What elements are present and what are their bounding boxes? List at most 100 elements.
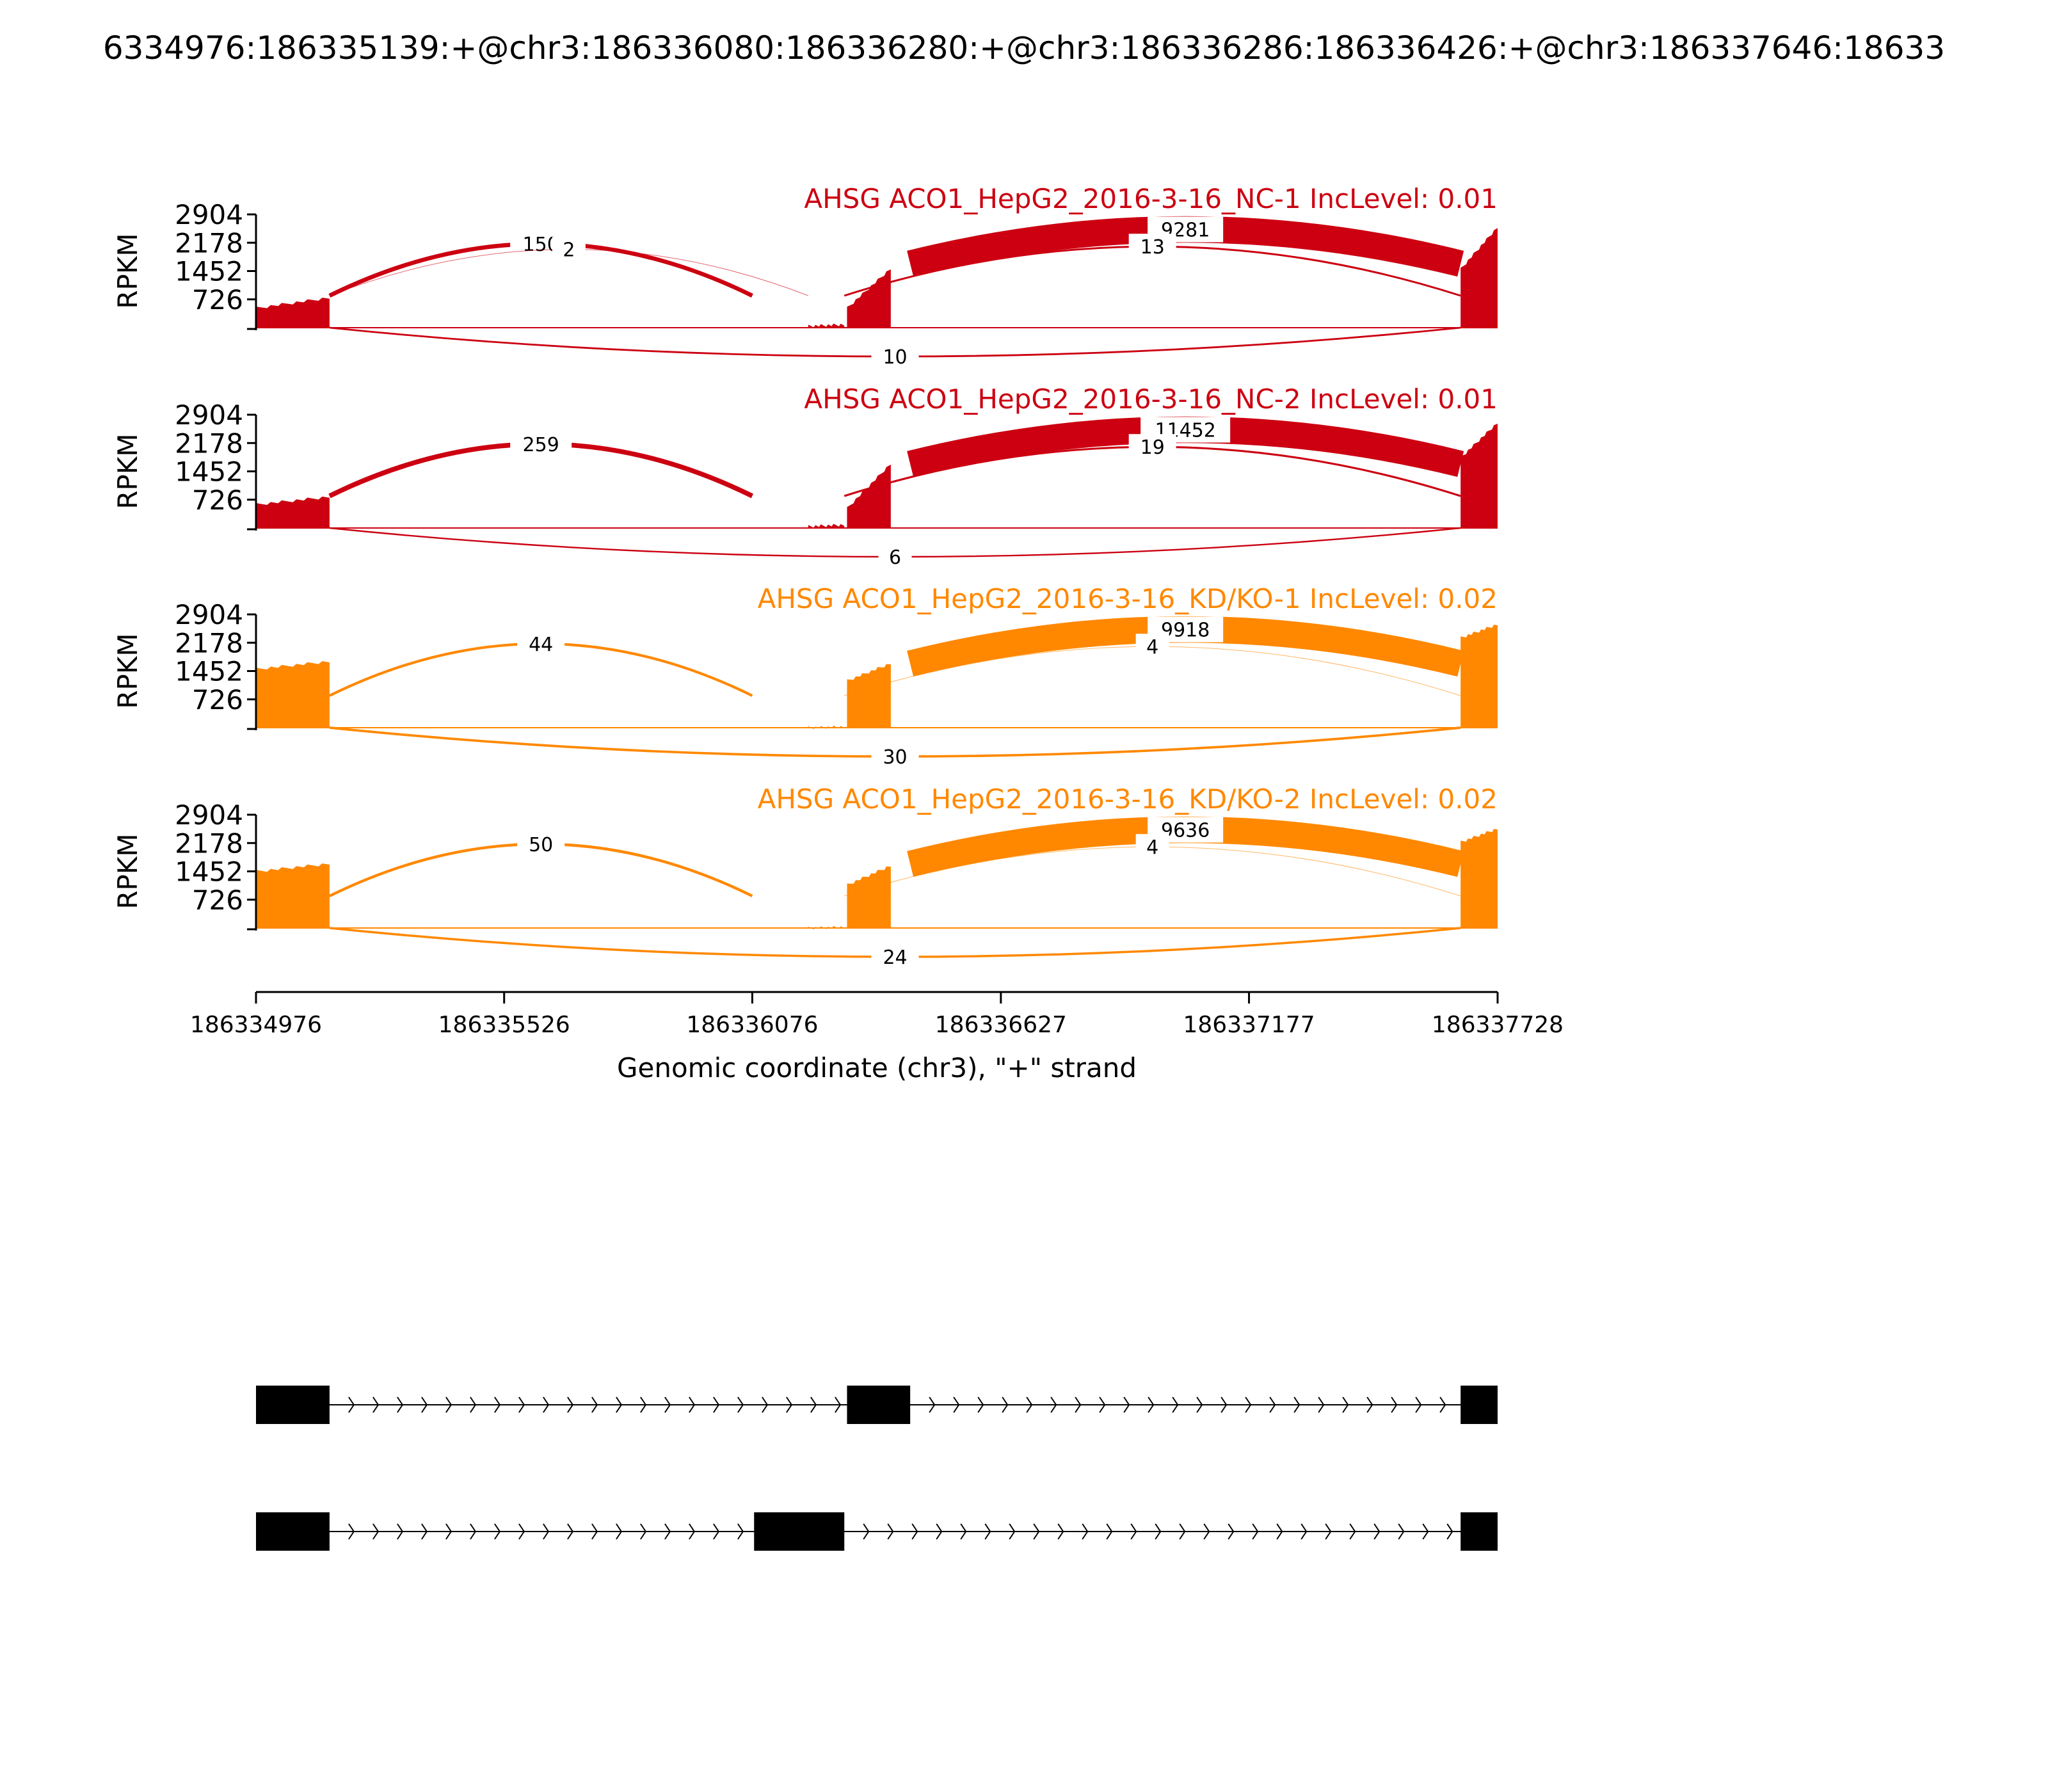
strand-chevron: [397, 1523, 404, 1540]
y-tick-label: 2178: [175, 627, 243, 659]
junction-label: 13: [1140, 236, 1165, 259]
strand-chevron: [445, 1523, 452, 1540]
junction-label-bg: [878, 544, 912, 570]
strand-chevron: [1325, 1523, 1332, 1540]
strand-chevron: [713, 1396, 720, 1413]
strand-chevron: [1446, 1523, 1453, 1540]
strand-chevron: [911, 1523, 918, 1540]
strand-chevron: [421, 1523, 428, 1540]
strand-chevron: [567, 1523, 574, 1540]
strand-chevron: [1276, 1523, 1283, 1540]
y-axis-label: RPKM: [112, 633, 143, 708]
strand-chevron: [737, 1396, 744, 1413]
junction-label-bg: [517, 831, 565, 857]
strand-chevron: [1349, 1523, 1356, 1540]
panel-title: AHSG ACO1_HepG2_2016-3-16_KD/KO-1 IncLev…: [758, 583, 1498, 614]
junction-label: 50: [529, 834, 553, 856]
strand-chevron: [470, 1396, 477, 1413]
strand-chevron: [863, 1523, 870, 1540]
strand-chevron: [810, 1396, 817, 1413]
junction-label: 9636: [1161, 820, 1210, 842]
strand-chevron: [1203, 1523, 1210, 1540]
x-tick-label: 186336627: [935, 1012, 1067, 1038]
strand-chevron: [591, 1396, 598, 1413]
x-tick-label: 186337728: [1432, 1012, 1564, 1038]
y-tick-label: 726: [192, 884, 243, 916]
coverage-block: [256, 661, 330, 728]
strand-chevron: [1245, 1396, 1252, 1413]
coverage-block: [847, 866, 891, 928]
y-tick-label: 2904: [175, 399, 243, 431]
strand-chevron: [936, 1523, 943, 1540]
junction-label-bg: [510, 431, 572, 457]
junction-label: 24: [883, 947, 907, 969]
exon-block: [1460, 1512, 1498, 1551]
junction-label-bg: [871, 744, 919, 769]
figure-title: 6334976:186335139:+@chr3:186336080:18633…: [103, 29, 1945, 67]
strand-chevron: [1148, 1396, 1155, 1413]
x-tick-label: 186334976: [190, 1012, 322, 1038]
junction-label: 9918: [1161, 620, 1210, 642]
strand-chevron: [1123, 1396, 1130, 1413]
coverage-block: [1460, 829, 1498, 928]
strand-chevron: [1252, 1523, 1259, 1540]
strand-chevron: [372, 1396, 380, 1413]
coverage-block: [808, 323, 845, 328]
strand-chevron: [664, 1523, 671, 1540]
y-tick-label: 1452: [175, 656, 243, 687]
y-tick-label: 726: [192, 484, 243, 516]
junction-label: 4: [1146, 836, 1158, 859]
coverage-block: [256, 496, 330, 528]
junction-label: 2: [563, 239, 575, 262]
y-tick-label: 726: [192, 284, 243, 316]
strand-chevron: [1155, 1523, 1162, 1540]
strand-chevron: [960, 1523, 967, 1540]
x-tick-label: 186337177: [1183, 1012, 1315, 1038]
strand-chevron: [664, 1396, 671, 1413]
junction-label-bg: [871, 944, 919, 970]
junction-label-bg: [1135, 834, 1169, 860]
strand-chevron: [1130, 1523, 1137, 1540]
coverage-block: [1460, 424, 1498, 528]
strand-chevron: [689, 1523, 696, 1540]
x-axis-label: Genomic coordinate (chr3), "+" strand: [617, 1052, 1137, 1084]
strand-chevron: [1099, 1396, 1106, 1413]
strand-chevron: [518, 1396, 525, 1413]
exon-block: [1460, 1386, 1498, 1424]
junction-label: 4: [1146, 636, 1158, 659]
strand-chevron: [640, 1523, 647, 1540]
exon-block: [754, 1512, 845, 1551]
strand-chevron: [518, 1523, 525, 1540]
strand-chevron: [1075, 1396, 1082, 1413]
strand-chevron: [1050, 1396, 1057, 1413]
strand-chevron: [737, 1523, 744, 1540]
strand-chevron: [1220, 1396, 1228, 1413]
strand-chevron: [1057, 1523, 1064, 1540]
strand-chevron: [1106, 1523, 1113, 1540]
junction-label: 30: [883, 746, 907, 769]
isoform-2: [256, 1512, 1498, 1551]
strand-chevron: [1366, 1396, 1373, 1413]
junction-label: 259: [523, 434, 559, 456]
strand-chevron: [1300, 1523, 1308, 1540]
strand-chevron: [348, 1523, 355, 1540]
x-tick-label: 186335526: [438, 1012, 570, 1038]
y-tick-label: 1452: [175, 856, 243, 888]
strand-chevron: [887, 1523, 894, 1540]
strand-chevron: [445, 1396, 452, 1413]
panel-title: AHSG ACO1_HepG2_2016-3-16_KD/KO-2 IncLev…: [758, 783, 1498, 815]
strand-chevron: [1033, 1523, 1040, 1540]
y-tick-label: 2178: [175, 428, 243, 459]
strand-chevron: [640, 1396, 647, 1413]
junction-label: 6: [889, 547, 901, 569]
y-tick-label: 1452: [175, 256, 243, 287]
junction-label-bg: [1128, 434, 1176, 460]
strand-chevron: [494, 1396, 501, 1413]
junction-label-bg: [1128, 234, 1176, 260]
coverage-block: [1460, 228, 1498, 328]
